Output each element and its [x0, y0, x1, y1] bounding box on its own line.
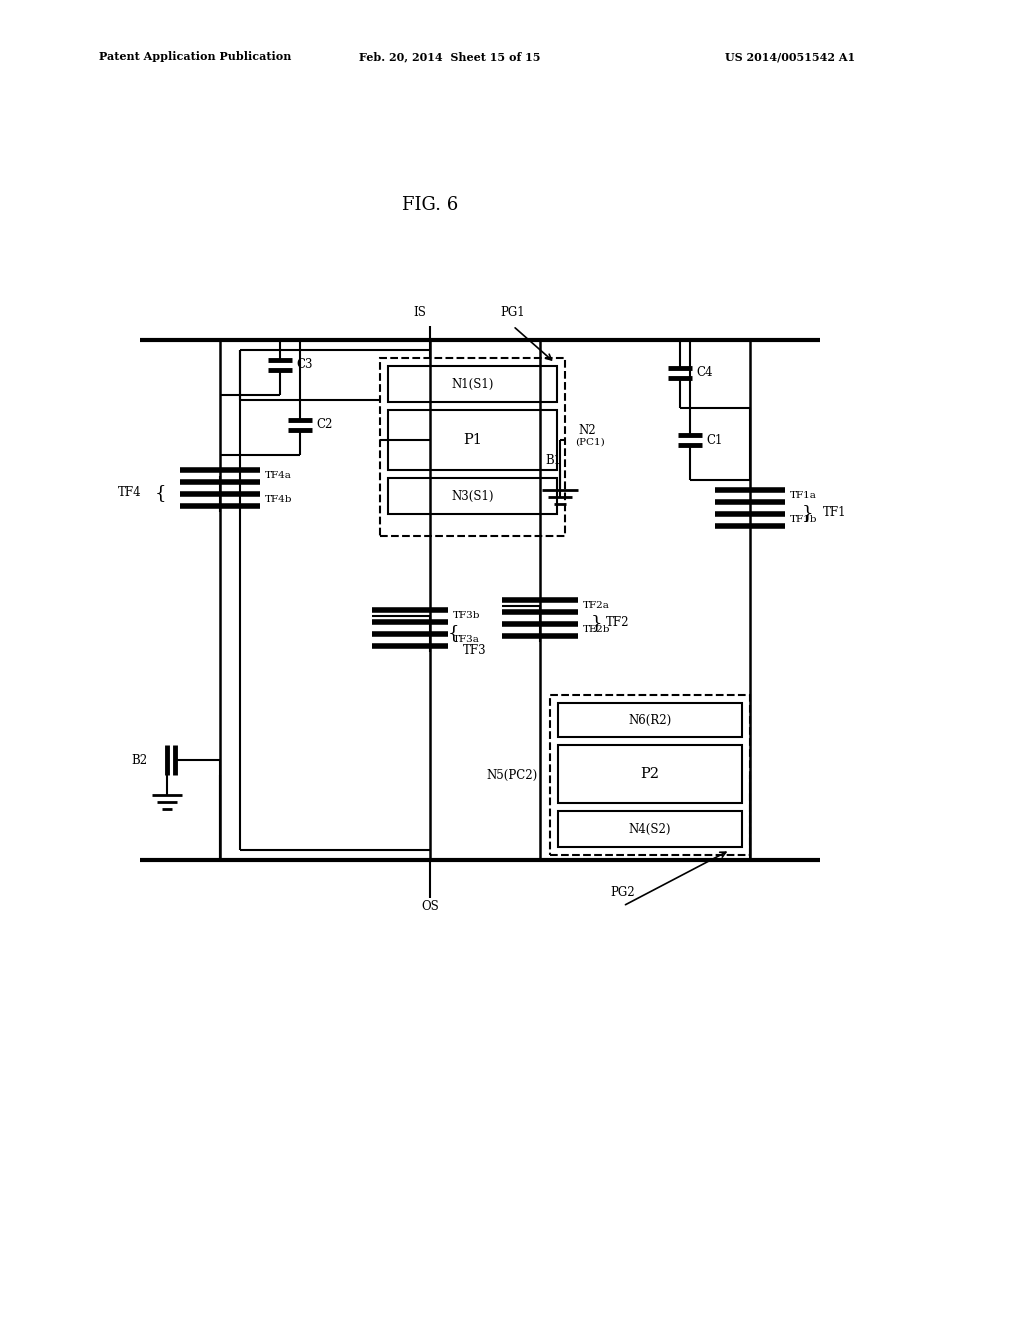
Text: TF3b: TF3b: [453, 611, 480, 620]
Text: TF4b: TF4b: [265, 495, 293, 504]
Text: TF1a: TF1a: [790, 491, 817, 500]
Bar: [388, 411, 557, 470]
Text: TF2: TF2: [606, 616, 630, 630]
Bar: [550, 696, 750, 855]
Bar: [380, 358, 565, 536]
Text: TF3a: TF3a: [453, 635, 480, 644]
Text: N4(S2): N4(S2): [629, 822, 672, 836]
Bar: [558, 744, 742, 803]
Text: B2: B2: [131, 754, 147, 767]
Text: B1: B1: [545, 454, 561, 466]
Text: FIG. 6: FIG. 6: [401, 195, 458, 214]
Text: IS: IS: [414, 306, 426, 319]
Text: TF3: TF3: [463, 644, 486, 656]
Text: Feb. 20, 2014  Sheet 15 of 15: Feb. 20, 2014 Sheet 15 of 15: [359, 51, 541, 62]
Text: TF2b: TF2b: [583, 626, 610, 635]
Text: C2: C2: [316, 418, 333, 432]
Bar: [558, 704, 742, 737]
Text: TF1: TF1: [823, 507, 847, 520]
Bar: [388, 478, 557, 513]
Text: TF4: TF4: [119, 487, 142, 499]
Text: (PC1): (PC1): [575, 437, 605, 446]
Text: N5(PC2): N5(PC2): [486, 768, 538, 781]
Text: C3: C3: [297, 359, 313, 371]
Text: TF2a: TF2a: [583, 602, 610, 610]
Text: P2: P2: [640, 767, 659, 781]
Text: PG1: PG1: [501, 306, 525, 319]
Bar: [558, 810, 742, 847]
Text: N3(S1): N3(S1): [452, 490, 494, 503]
Text: Patent Application Publication: Patent Application Publication: [98, 51, 291, 62]
Text: OS: OS: [421, 899, 439, 912]
Text: }: }: [590, 614, 602, 632]
Text: {: {: [447, 624, 459, 642]
Text: TF1b: TF1b: [790, 516, 817, 524]
Text: P1: P1: [463, 433, 482, 447]
Text: PG2: PG2: [610, 887, 635, 899]
Bar: [388, 366, 557, 403]
Text: N1(S1): N1(S1): [452, 378, 494, 391]
Text: US 2014/0051542 A1: US 2014/0051542 A1: [725, 51, 855, 62]
Text: TF4a: TF4a: [265, 471, 292, 480]
Text: C4: C4: [696, 367, 714, 380]
Text: N6(R2): N6(R2): [629, 714, 672, 726]
Text: }: }: [801, 504, 813, 521]
Text: {: {: [155, 484, 166, 502]
Text: C1: C1: [707, 433, 723, 446]
Text: N2: N2: [578, 424, 596, 437]
